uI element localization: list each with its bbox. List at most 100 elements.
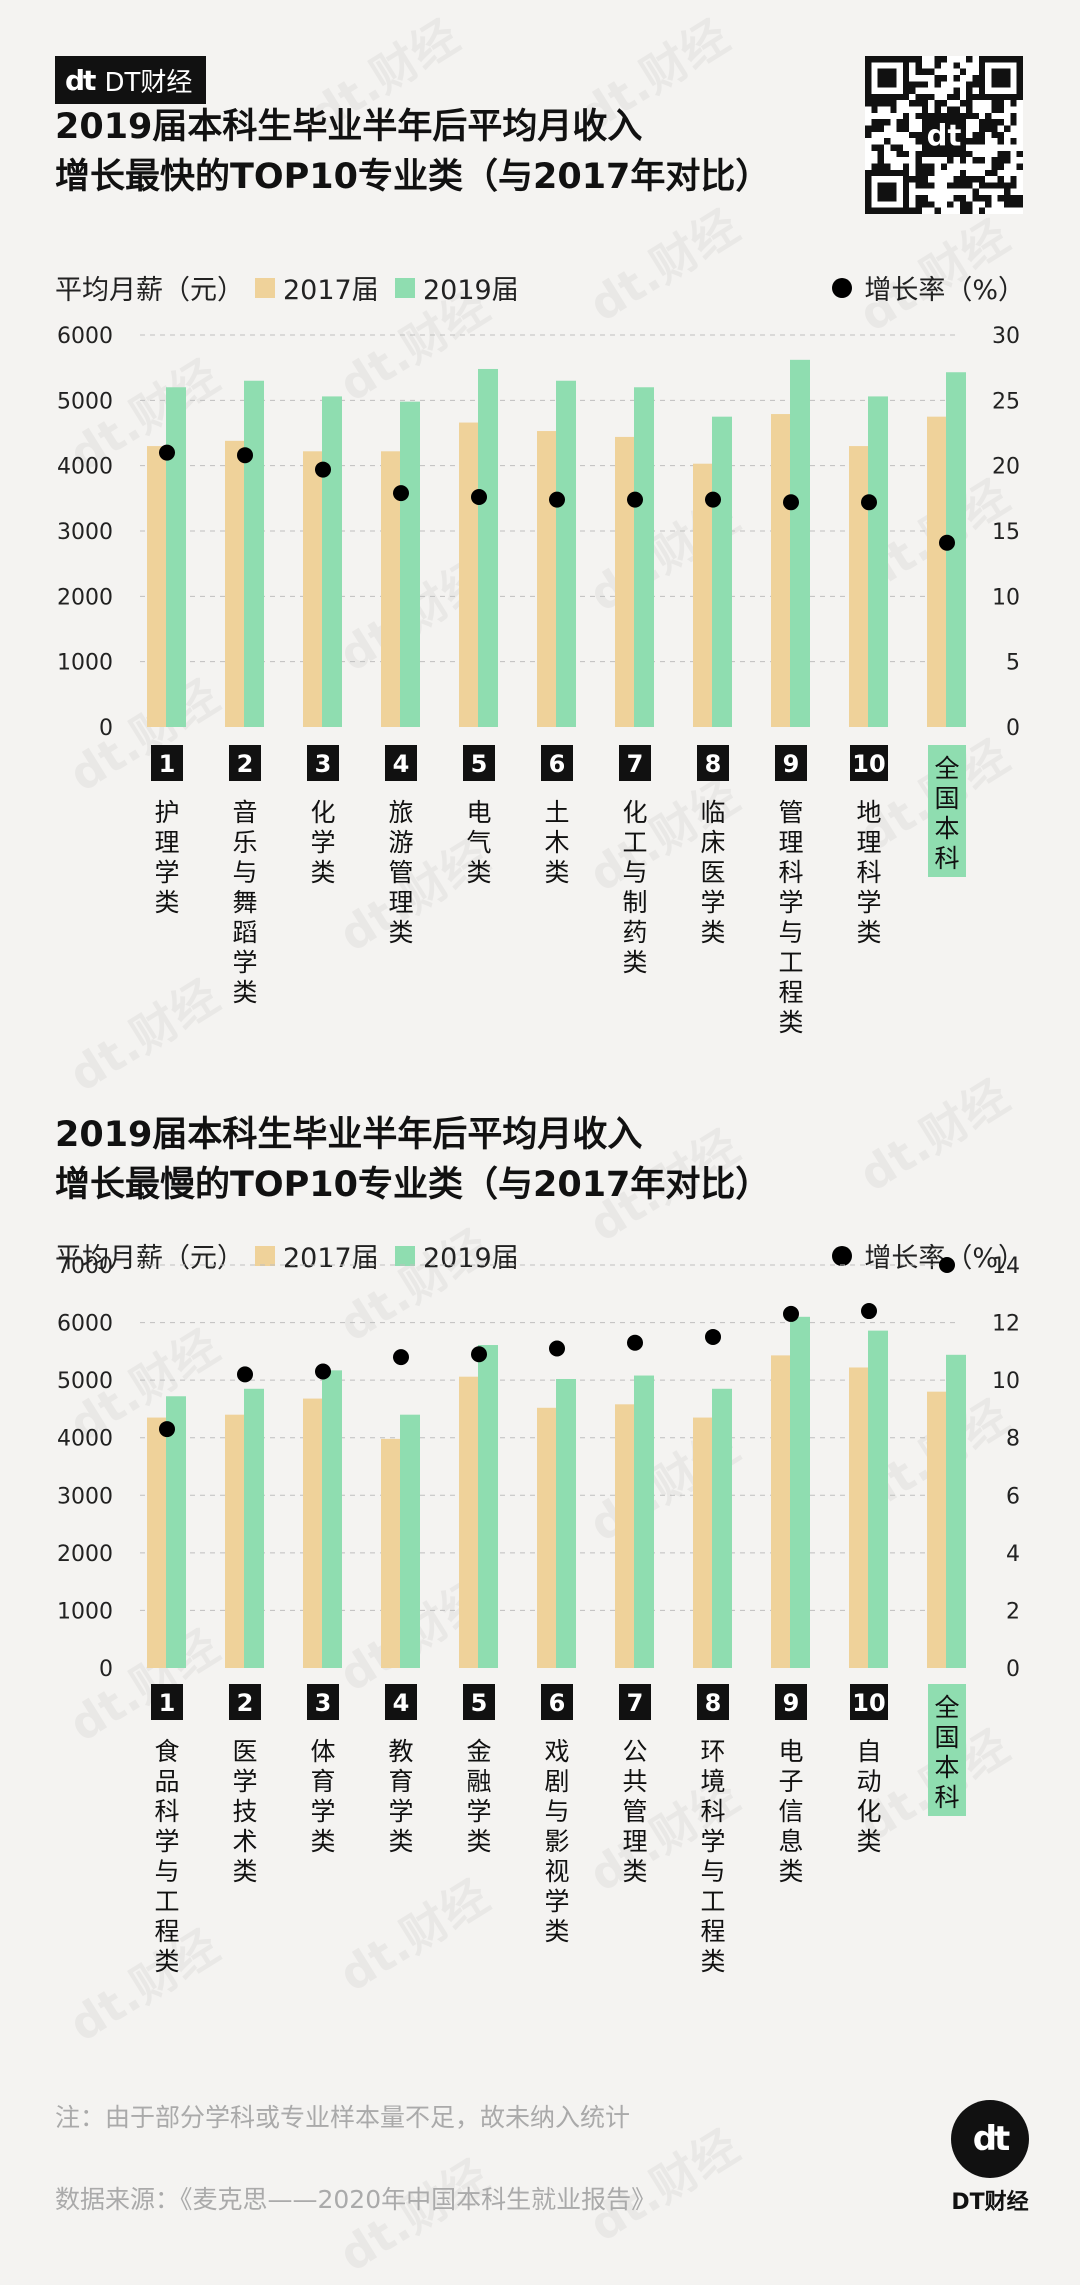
chart2-legend-2017: 2017届: [255, 1236, 379, 1275]
y-tick-label: 5000: [57, 389, 113, 414]
growth-rate-dot: [939, 1257, 955, 1273]
y2-tick-label: 4: [1006, 1542, 1020, 1567]
y-tick-label: 1000: [57, 1599, 113, 1624]
y2-tick-label: 10: [992, 1369, 1020, 1394]
y2-tick-label: 10: [992, 585, 1020, 610]
qr-center-logo: dt: [927, 119, 962, 153]
category-label: 化工与制药类: [622, 798, 647, 977]
rank-number: 8: [705, 1689, 722, 1717]
chart2-title-line1: 2019届本科生毕业半年后平均月收入: [55, 1115, 643, 1155]
rank-number: 3: [315, 750, 332, 778]
bar-2019: [322, 396, 342, 727]
rank-box: [385, 745, 417, 781]
category-label: 教育学类: [388, 1737, 413, 1856]
rank-number: 4: [393, 1689, 410, 1717]
category-label: 全国本科: [934, 754, 959, 873]
legend-dot-rate: [832, 277, 853, 298]
rank-box: [307, 745, 339, 781]
bar-2019: [946, 372, 966, 727]
chart1-y-axis-label: 平均月薪（元）: [55, 275, 244, 306]
category-label: 电子信息类: [778, 1737, 803, 1886]
rank-box: [541, 745, 573, 781]
bar-2017: [381, 1438, 401, 1668]
rank-number: 10: [852, 1689, 885, 1717]
chart2-plot: 0100020003000400050006000700002468101214…: [57, 1254, 1020, 1976]
category-label: 电气类: [466, 798, 491, 887]
y-tick-label: 3000: [57, 520, 113, 545]
category-label: 公共管理类: [622, 1737, 647, 1886]
rank-box: [151, 1684, 183, 1720]
y2-tick-label: 5: [1006, 651, 1020, 676]
growth-rate-dot: [159, 1421, 175, 1438]
category-label: 化学类: [310, 798, 335, 887]
bar-2019: [790, 1316, 810, 1668]
category-label: 自动化类: [856, 1737, 881, 1856]
rank-number: 9: [783, 750, 800, 778]
legend-label-2019: 2019届: [423, 275, 519, 306]
bar-2019: [790, 359, 810, 727]
bar-2017: [615, 436, 635, 727]
growth-rate-dot: [471, 489, 487, 506]
rank-number: 5: [471, 750, 488, 778]
chart1-legend-2017: 2017届: [255, 268, 379, 307]
bar-2019: [556, 1378, 576, 1668]
y2-tick-label: 2: [1006, 1599, 1020, 1624]
y2-tick-label: 14: [992, 1254, 1020, 1279]
y-tick-label: 6000: [57, 1312, 113, 1337]
rank-box: [463, 745, 495, 781]
bar-2019: [322, 1370, 342, 1668]
growth-rate-dot: [393, 485, 409, 502]
footer-brand-name: DT财经: [951, 2190, 1029, 2215]
rank-box: [697, 1684, 729, 1720]
growth-rate-dot: [315, 461, 331, 478]
rank-number: 7: [627, 1689, 644, 1717]
chart2-y-axis-label: 平均月薪（元）: [55, 1243, 244, 1274]
chart2-legend-2019: 2019届: [395, 1236, 519, 1275]
bar-2019: [400, 1414, 420, 1668]
y2-tick-label: 12: [992, 1312, 1020, 1337]
y-tick-label: 0: [99, 716, 113, 741]
rank-box: [775, 745, 807, 781]
rank-number: 1: [159, 1689, 176, 1717]
growth-rate-dot: [705, 1328, 721, 1345]
bar-2019: [166, 1396, 186, 1668]
category-label: 地理科学类: [856, 798, 881, 947]
legend-dot-rate: [832, 1245, 853, 1266]
growth-rate-dot: [549, 491, 565, 508]
chart1-legend-rate: 增长率（%）: [832, 268, 1025, 307]
qr-code[interactable]: dt: [865, 56, 1023, 214]
growth-rate-dot: [783, 1305, 799, 1322]
rank-box: [463, 1684, 495, 1720]
category-label: 旅游管理类: [388, 798, 413, 947]
chart1-plot: 01000200030004000500060000510152025301护理…: [57, 324, 1020, 1037]
category-label: 体育学类: [310, 1737, 335, 1856]
rank-box: [619, 745, 651, 781]
bar-2019: [478, 1345, 498, 1668]
rank-box: [541, 1684, 573, 1720]
category-label: 全国本科: [934, 1693, 959, 1812]
bar-2019: [556, 380, 576, 727]
rank-number: 4: [393, 750, 410, 778]
rank-number: 2: [237, 1689, 254, 1717]
y-tick-label: 1000: [57, 651, 113, 676]
growth-rate-dot: [939, 534, 955, 551]
rank-box: [229, 745, 261, 781]
national-label-box: [928, 1684, 966, 1816]
category-label: 管理科学与工程类: [778, 798, 803, 1037]
chart1-legend: 平均月薪（元） 2017届 2019届 增长率（%）: [55, 268, 1025, 307]
national-label-box: [928, 745, 966, 877]
chart1-title-line2: 增长最快的TOP10专业类（与2017年对比）: [55, 157, 771, 197]
rank-number: 9: [783, 1689, 800, 1717]
bar-2017: [771, 414, 791, 727]
y2-tick-label: 6: [1006, 1484, 1020, 1509]
legend-swatch-2019: [395, 1245, 415, 1266]
legend-label-2019: 2019届: [423, 1243, 519, 1274]
bar-2017: [927, 1391, 947, 1668]
bar-2017: [147, 446, 167, 727]
bar-2017: [225, 440, 245, 727]
bar-2017: [615, 1404, 635, 1668]
footer-brand-mark: dt: [951, 2100, 1029, 2178]
bar-2017: [771, 1355, 791, 1668]
category-label: 金融学类: [466, 1737, 491, 1856]
growth-rate-dot: [315, 1363, 331, 1380]
